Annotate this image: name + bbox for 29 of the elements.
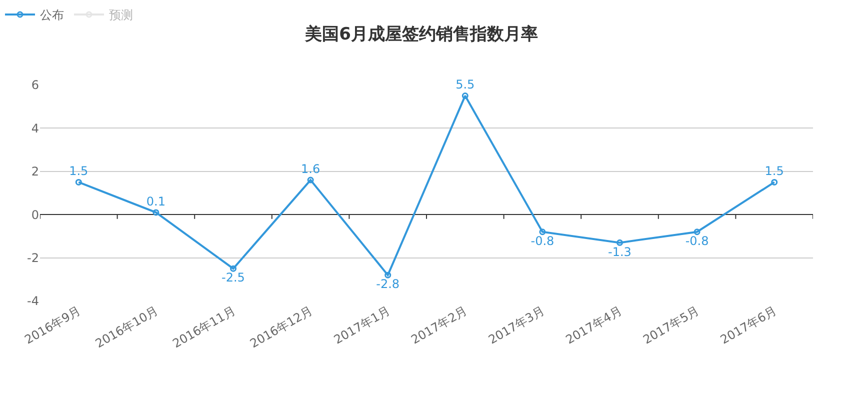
y-tick-label: 4 xyxy=(31,121,39,136)
data-label: -1.3 xyxy=(608,244,632,259)
y-tick-label: 0 xyxy=(31,208,39,222)
y-tick-label: 6 xyxy=(31,78,39,92)
y-tick-label: 2 xyxy=(31,164,39,179)
data-label: -2.8 xyxy=(376,277,400,292)
data-label: 1.5 xyxy=(764,164,784,178)
chart-title: 美国6月成屋签约销售指数月率 xyxy=(304,24,538,45)
data-label: 5.5 xyxy=(456,78,475,92)
y-tick-label: -4 xyxy=(27,294,39,308)
point xyxy=(307,176,314,184)
point xyxy=(230,265,236,272)
point xyxy=(75,178,82,186)
data-label: -0.8 xyxy=(685,234,709,248)
point xyxy=(384,272,392,278)
point xyxy=(539,228,546,236)
data-label: -0.8 xyxy=(530,234,554,248)
point xyxy=(771,178,778,186)
y-tick-label: -2 xyxy=(27,251,39,265)
data-label: 0.1 xyxy=(146,194,166,208)
legend-label: 公布 xyxy=(40,8,64,22)
data-label: 1.6 xyxy=(301,162,320,176)
point xyxy=(152,209,160,216)
point xyxy=(616,239,623,246)
point xyxy=(694,228,700,236)
legend-label: 预测 xyxy=(109,8,133,22)
point xyxy=(462,92,468,100)
data-label: 1.5 xyxy=(69,164,88,178)
data-label: -2.5 xyxy=(222,270,245,285)
